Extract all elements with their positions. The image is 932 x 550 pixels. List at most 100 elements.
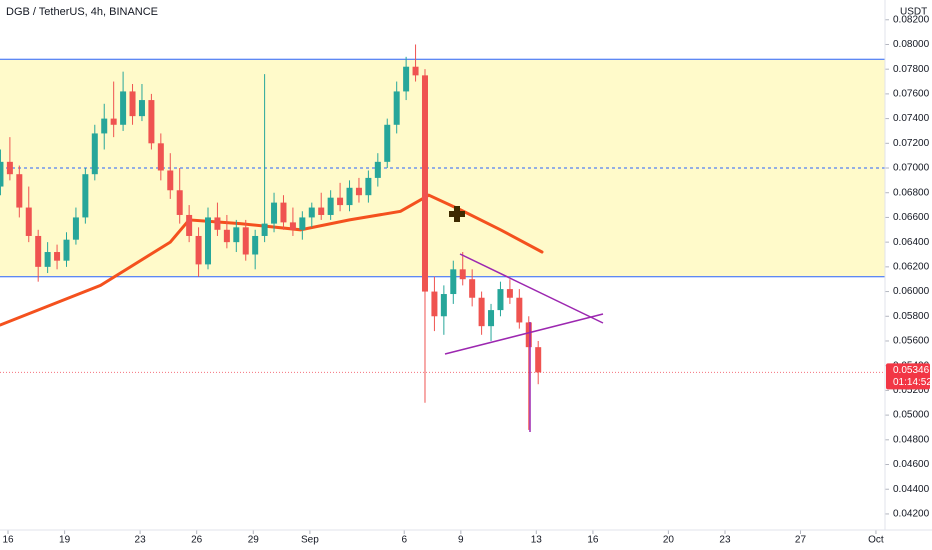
candle-body bbox=[101, 118, 108, 134]
candle-body bbox=[205, 217, 212, 265]
candle-body bbox=[469, 279, 476, 298]
x-tick-label: 9 bbox=[458, 535, 464, 546]
candle-body bbox=[25, 207, 32, 236]
y-tick-label: 0.07200 bbox=[893, 138, 930, 149]
x-tick-label: 6 bbox=[401, 535, 407, 546]
candle-body bbox=[308, 207, 315, 218]
candle-body bbox=[431, 291, 438, 317]
candle-body bbox=[346, 187, 353, 206]
y-tick-label: 0.05200 bbox=[893, 385, 930, 396]
candle-body bbox=[233, 227, 240, 243]
candle-body bbox=[157, 143, 164, 171]
candle-body bbox=[91, 133, 98, 175]
candle-body bbox=[450, 269, 457, 295]
crosshair-marker bbox=[449, 206, 465, 222]
y-tick-label: 0.06600 bbox=[893, 212, 930, 223]
candle-body bbox=[478, 297, 485, 327]
last-price-box bbox=[886, 363, 930, 390]
y-tick-label: 0.08000 bbox=[893, 39, 930, 50]
x-tick-label: Sep bbox=[301, 535, 319, 546]
candle-body bbox=[497, 289, 504, 311]
candle-body bbox=[271, 202, 278, 224]
candle-body bbox=[384, 124, 391, 162]
candle-body bbox=[16, 174, 23, 208]
drawings bbox=[444, 206, 604, 432]
candle-body bbox=[252, 235, 259, 255]
candle-body bbox=[393, 91, 400, 125]
y-tick-label: 0.07400 bbox=[893, 113, 930, 124]
candle-body bbox=[488, 310, 495, 327]
y-tick-label: 0.06200 bbox=[893, 261, 930, 272]
candle-body bbox=[242, 227, 249, 255]
candle-body bbox=[355, 187, 362, 196]
candle-body bbox=[280, 202, 287, 223]
y-tick-label: 0.04800 bbox=[893, 434, 930, 445]
candle-body bbox=[403, 66, 410, 92]
x-tick-label: 29 bbox=[248, 535, 260, 546]
candle-body bbox=[186, 214, 193, 236]
candle-body bbox=[421, 75, 428, 292]
candle-body bbox=[6, 161, 13, 175]
x-tick-label: 19 bbox=[59, 535, 71, 546]
y-tick-label: 0.06800 bbox=[893, 187, 930, 198]
range-box bbox=[0, 59, 885, 277]
candle-body bbox=[72, 217, 79, 240]
countdown: 01:14:52 bbox=[893, 377, 932, 388]
candle-body bbox=[120, 91, 127, 125]
x-tick-label: 23 bbox=[135, 535, 147, 546]
candle-body bbox=[54, 252, 61, 261]
candle-body bbox=[44, 252, 51, 267]
x-tick-label: 16 bbox=[587, 535, 599, 546]
candle-body bbox=[337, 197, 344, 206]
candle-body bbox=[374, 161, 381, 178]
y-tick-label: 0.06000 bbox=[893, 286, 930, 297]
y-tick-label: 0.07000 bbox=[893, 163, 930, 174]
y-tick-label: 0.07800 bbox=[893, 64, 930, 75]
candle-body bbox=[440, 294, 447, 317]
x-tick-label: Oct bbox=[868, 535, 884, 546]
candle-body bbox=[129, 91, 136, 117]
candle-body bbox=[289, 222, 296, 230]
y-tick-label: 0.05600 bbox=[893, 336, 930, 347]
candle-body bbox=[167, 170, 174, 191]
candle-body bbox=[110, 118, 117, 125]
y-tick-label: 0.04200 bbox=[893, 509, 930, 520]
x-tick-label: 13 bbox=[531, 535, 543, 546]
candle-body bbox=[63, 239, 70, 261]
candle-body bbox=[214, 217, 221, 230]
candle-body bbox=[412, 66, 419, 76]
candle-body bbox=[525, 322, 532, 348]
candle-body bbox=[176, 190, 183, 215]
y-tick-label: 0.08200 bbox=[893, 14, 930, 25]
x-tick-label: 27 bbox=[795, 535, 807, 546]
last-price-label: 0.05346 bbox=[893, 365, 930, 376]
candle-body bbox=[327, 197, 334, 215]
candle-body bbox=[82, 174, 89, 218]
candle-body bbox=[0, 161, 4, 187]
x-tick-label: 16 bbox=[2, 535, 14, 546]
chart-title: DGB / TetherUS, 4h, BINANCE bbox=[6, 6, 158, 18]
x-tick-label: 20 bbox=[663, 535, 675, 546]
y-tick-label: 0.05000 bbox=[893, 410, 930, 421]
candle-body bbox=[535, 347, 542, 373]
triangle-upper bbox=[459, 253, 604, 324]
y-tick-label: 0.05800 bbox=[893, 311, 930, 322]
moving-average bbox=[0, 193, 544, 327]
candle-body bbox=[195, 235, 202, 265]
candle-body bbox=[261, 223, 268, 236]
triangle-lower bbox=[444, 313, 604, 355]
candle-body bbox=[299, 217, 306, 230]
candle-body bbox=[148, 100, 155, 144]
candle-body bbox=[365, 177, 372, 196]
x-tick-label: 23 bbox=[719, 535, 731, 546]
y-tick-label: 0.04600 bbox=[893, 459, 930, 470]
x-tick-label: 26 bbox=[191, 535, 203, 546]
axis-unit: USDT bbox=[900, 7, 927, 18]
candle-body bbox=[459, 269, 466, 280]
candle-body bbox=[318, 207, 325, 215]
candle-body bbox=[516, 297, 523, 323]
candle-body bbox=[35, 235, 42, 267]
y-tick-label: 0.07600 bbox=[893, 89, 930, 100]
y-tick-label: 0.06400 bbox=[893, 237, 930, 248]
